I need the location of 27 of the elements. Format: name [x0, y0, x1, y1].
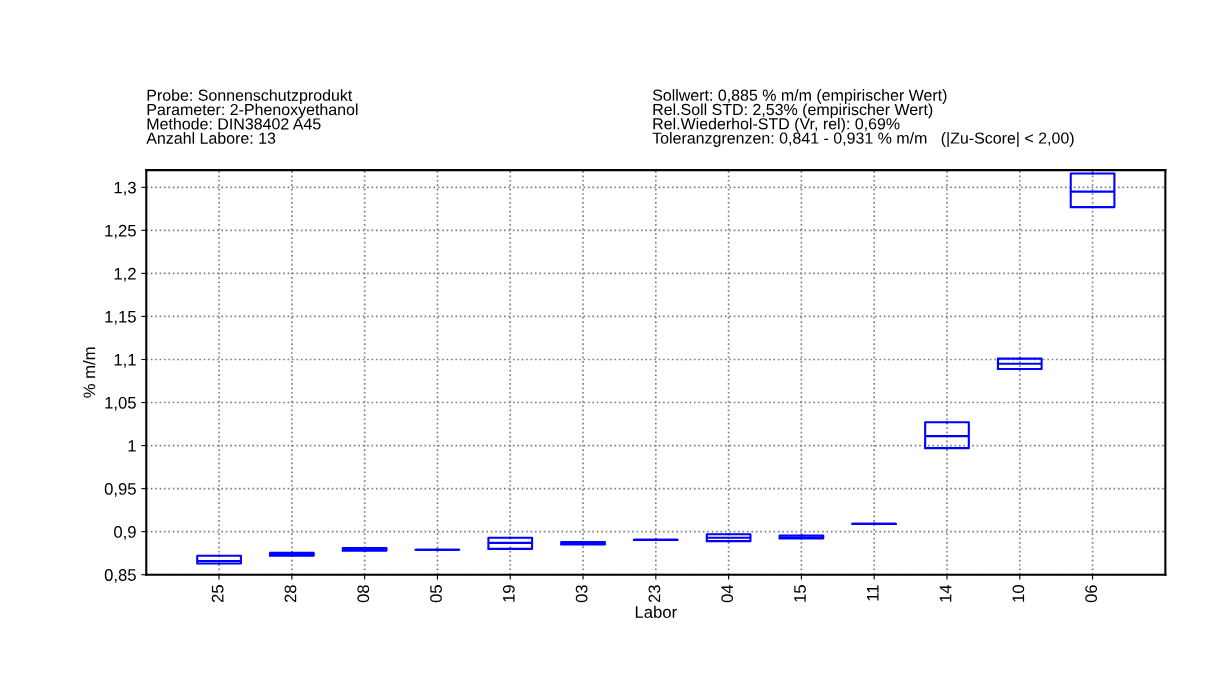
text: Sollwert: 0,885 % m/m (empirischer Wert) Rel.Soll STD: 2,53% (empirischer Wert) Rel.Wiederhol-STD (Vr, rel): 0,69% Toleranzgrenzen: 0,841 - 0,931 % m/m (|Zu-Score| < 2,00): [652, 89, 1074, 147]
x-tick-label: 19: [502, 585, 515, 602]
x-tick-label: 28: [284, 585, 297, 603]
x-tick-label: 08: [357, 585, 370, 603]
x-tick-label: 10: [1012, 585, 1025, 602]
y-tick-label: 0,85: [104, 569, 136, 583]
y-tick-label: 1,2: [114, 267, 136, 282]
y-axis-title: % m/m: [83, 347, 96, 398]
x-tick-label: 06: [1085, 585, 1098, 603]
y-tick-label: 1,3: [114, 181, 136, 196]
text: Probe: Sonnenschutzprodukt Parameter: 2-Phenoxyethanol Methode: DIN38402 A45 Anzahl Labore: 13: [146, 89, 358, 144]
y-tick-label: 0,9: [114, 526, 136, 540]
y-tick-label: 1,25: [105, 224, 136, 239]
x-tick-label: 23: [648, 585, 661, 603]
x-tick-label: 03: [575, 585, 588, 603]
x-axis-title: Labor: [635, 605, 677, 618]
x-tick-label: 04: [721, 584, 734, 603]
y-tick-label: 0,95: [104, 483, 136, 497]
y-tick-label: 1: [128, 440, 136, 452]
y-tick-label: 1,15: [105, 311, 136, 325]
x-tick-label: 05: [430, 585, 442, 603]
x-tick-label: 25: [211, 585, 224, 603]
x-tick-label: 11: [867, 585, 879, 601]
y-tick-label: 1,1: [114, 354, 136, 368]
y-tick-label: 1,05: [105, 396, 136, 411]
x-tick-label: 15: [794, 585, 806, 602]
x-tick-label: 14: [939, 584, 952, 602]
